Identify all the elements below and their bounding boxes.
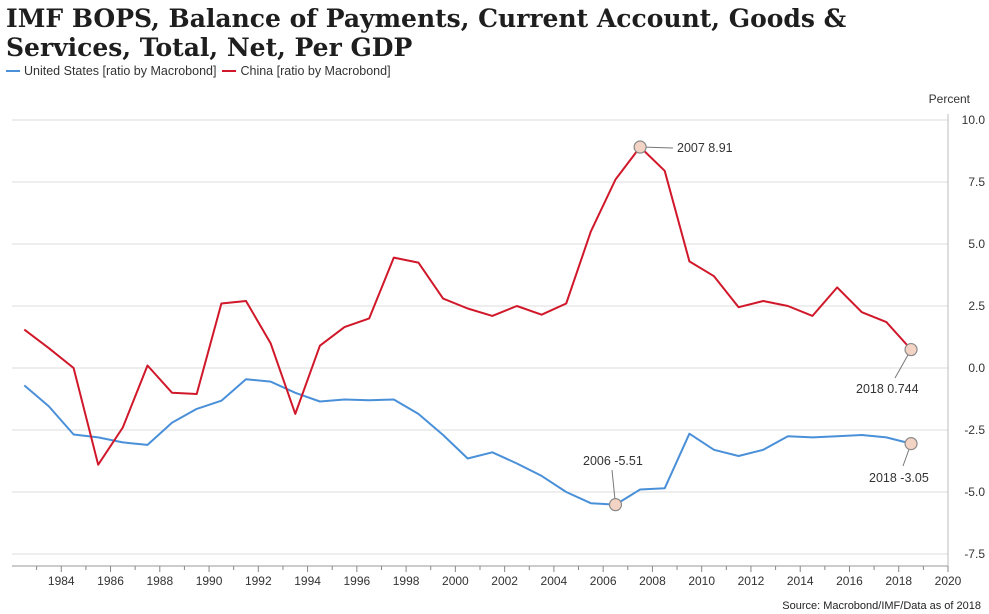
x-tick-label: 1988 xyxy=(146,574,173,588)
y-tick-label: 0.0 xyxy=(968,361,985,375)
y-tick-label: 2.5 xyxy=(968,299,985,313)
legend-item-us: United States [ratio by Macrobond] xyxy=(6,64,216,78)
series-line-us xyxy=(23,378,912,506)
y-tick-label: -5.0 xyxy=(964,485,985,499)
x-tick-label: 1986 xyxy=(97,574,124,588)
annotation-label: 2018 -3.05 xyxy=(869,471,929,485)
y-tick-label: -7.5 xyxy=(964,547,985,561)
x-tick-label: 2006 xyxy=(590,574,617,588)
annotation-marker xyxy=(633,140,647,154)
x-tick-label: 1998 xyxy=(393,574,420,588)
x-tick-label: 1984 xyxy=(48,574,75,588)
chart-legend: United States [ratio by Macrobond] China… xyxy=(6,62,397,80)
x-tick-label: 2004 xyxy=(541,574,568,588)
x-tick-label: 1996 xyxy=(343,574,370,588)
x-tick-label: 2000 xyxy=(442,574,469,588)
x-tick-label: 1994 xyxy=(294,574,321,588)
x-tick-label: 2002 xyxy=(491,574,518,588)
y-tick-label: 7.5 xyxy=(968,175,985,189)
legend-item-china: China [ratio by Macrobond] xyxy=(222,64,391,78)
annotation-marker xyxy=(608,498,623,512)
x-tick-label: 1990 xyxy=(196,574,223,588)
chart-title: IMF BOPS, Balance of Payments, Current A… xyxy=(6,4,847,62)
annotation-label: 2006 -5.51 xyxy=(583,454,643,468)
series-line-china xyxy=(23,146,912,466)
legend-swatch-china xyxy=(222,70,237,72)
x-tick-label: 2020 xyxy=(935,574,962,588)
y-axis-label: Percent xyxy=(929,92,971,106)
y-tick-label: -2.5 xyxy=(964,423,985,437)
x-tick-label: 2014 xyxy=(787,574,814,588)
annotation-label: 2007 8.91 xyxy=(677,141,733,155)
source-note: Source: Macrobond/IMF/Data as of 2018 xyxy=(782,600,981,612)
x-tick-label: 2016 xyxy=(836,574,863,588)
y-tick-label: 5.0 xyxy=(968,237,985,251)
x-tick-label: 2008 xyxy=(639,574,666,588)
x-tick-label: 2012 xyxy=(738,574,765,588)
legend-label-us: United States [ratio by Macrobond] xyxy=(24,64,217,78)
annotation-label: 2018 0.744 xyxy=(856,382,919,396)
legend-swatch-us xyxy=(6,70,20,72)
x-tick-label: 2018 xyxy=(885,574,912,588)
x-tick-label: 2010 xyxy=(688,574,715,588)
x-tick-label: 1992 xyxy=(245,574,272,588)
annotation-marker xyxy=(904,437,918,451)
legend-label-china: China [ratio by Macrobond] xyxy=(240,64,391,78)
annotation-marker xyxy=(904,342,918,357)
y-tick-label: 10.0 xyxy=(962,113,986,127)
